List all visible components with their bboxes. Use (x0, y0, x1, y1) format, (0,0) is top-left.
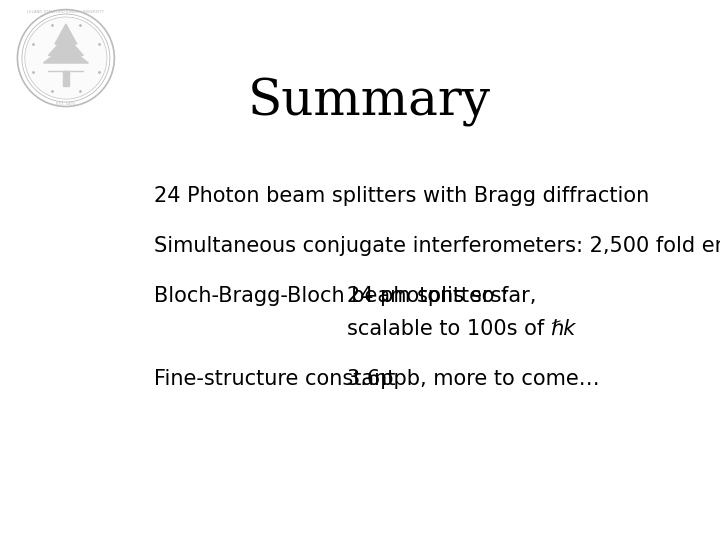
Polygon shape (43, 45, 89, 63)
Text: scalable to 100s of: scalable to 100s of (347, 319, 551, 339)
Polygon shape (48, 36, 84, 56)
Text: Fine-structure constant: Fine-structure constant (154, 369, 395, 389)
Circle shape (25, 17, 107, 99)
Text: Bloch-Bragg-Bloch beam splitters:: Bloch-Bragg-Bloch beam splitters: (154, 286, 508, 306)
Text: EST. 1891: EST. 1891 (56, 102, 76, 106)
Text: Simultaneous conjugate interferometers: 2,500 fold enclosed area: Simultaneous conjugate interferometers: … (154, 235, 720, 255)
Text: LELAND STANFORD JUNIOR UNIVERSITY: LELAND STANFORD JUNIOR UNIVERSITY (27, 10, 104, 14)
Text: ℏk: ℏk (551, 319, 576, 339)
Text: 24 photons so far,: 24 photons so far, (347, 286, 536, 306)
Polygon shape (63, 71, 69, 85)
Polygon shape (55, 24, 77, 44)
Text: 24 Photon beam splitters with Bragg diffraction: 24 Photon beam splitters with Bragg diff… (154, 186, 649, 206)
Text: Summary: Summary (248, 78, 490, 127)
Text: 3.6ppb, more to come…: 3.6ppb, more to come… (347, 369, 599, 389)
